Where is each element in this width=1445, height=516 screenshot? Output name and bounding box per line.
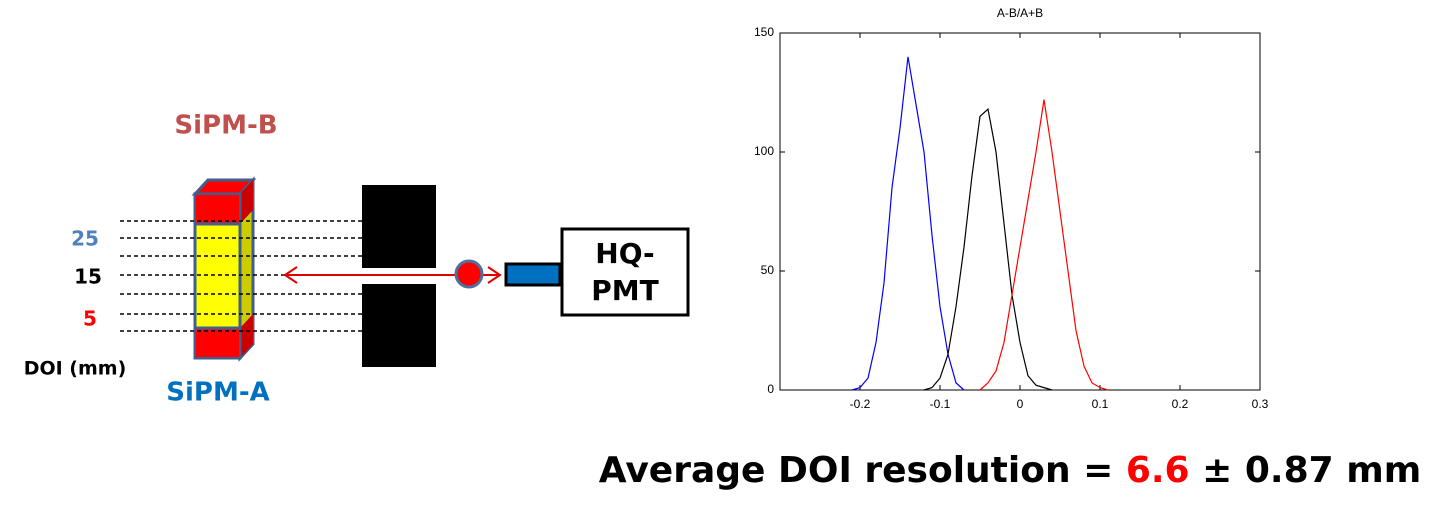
sipm-a-label: SiPM-A (166, 378, 269, 408)
pmt (560, 227, 690, 317)
x-tick-label: -0.2 (850, 397, 871, 411)
y-tick-label: 50 (761, 263, 775, 277)
caption-value: 6.6 (1126, 450, 1190, 491)
crystal-side-bottom (240, 314, 253, 358)
series-line (979, 99, 1109, 391)
caption-error: 0.87 mm (1245, 450, 1421, 491)
y-tick-label: 100 (754, 144, 774, 158)
x-tick-label: 0.3 (1252, 397, 1269, 411)
caption-label: Average DOI resolution = (599, 450, 1114, 491)
chart: A-B/A+B 0 50 100 150 -0.2 -0.1 0 0.1 0.2 0.3 (754, 6, 1269, 411)
caption-pm: ± (1202, 450, 1232, 491)
doi-lines (120, 220, 362, 332)
collimator (362, 185, 436, 268)
collimator (362, 284, 436, 367)
pmt-label: PMT (591, 274, 658, 307)
doi-15: 15 (74, 265, 102, 289)
diagram: SiPM-B 25 15 5 DOI (mm) SiPM-A HQ- PMT (24, 111, 690, 408)
doi-25: 25 (71, 227, 99, 251)
x-tick-label: -0.1 (930, 397, 951, 411)
x-tick-label: 0.1 (1092, 397, 1109, 411)
crystal-side-top (240, 180, 253, 224)
caption: Average DOI resolution = 6.6 ± 0.87 mm (599, 450, 1422, 491)
series-line (851, 56, 965, 391)
sipm-b (196, 195, 239, 223)
y-tick-label: 150 (754, 25, 774, 39)
series-line (923, 108, 1053, 391)
plot-frame (779, 32, 1261, 391)
doi-5: 5 (83, 307, 97, 331)
x-tick-label: 0 (1017, 397, 1024, 411)
y-tick-label: 0 (767, 382, 774, 396)
pmt-window (504, 262, 562, 287)
x-tick-label: 0.2 (1172, 397, 1189, 411)
chart-title: A-B/A+B (997, 6, 1043, 20)
sipm-a (196, 329, 239, 357)
pmt-label: HQ- (595, 237, 654, 270)
source (454, 259, 484, 289)
sipm-b-label: SiPM-B (174, 111, 277, 141)
doi-unit: DOI (mm) (24, 358, 127, 380)
